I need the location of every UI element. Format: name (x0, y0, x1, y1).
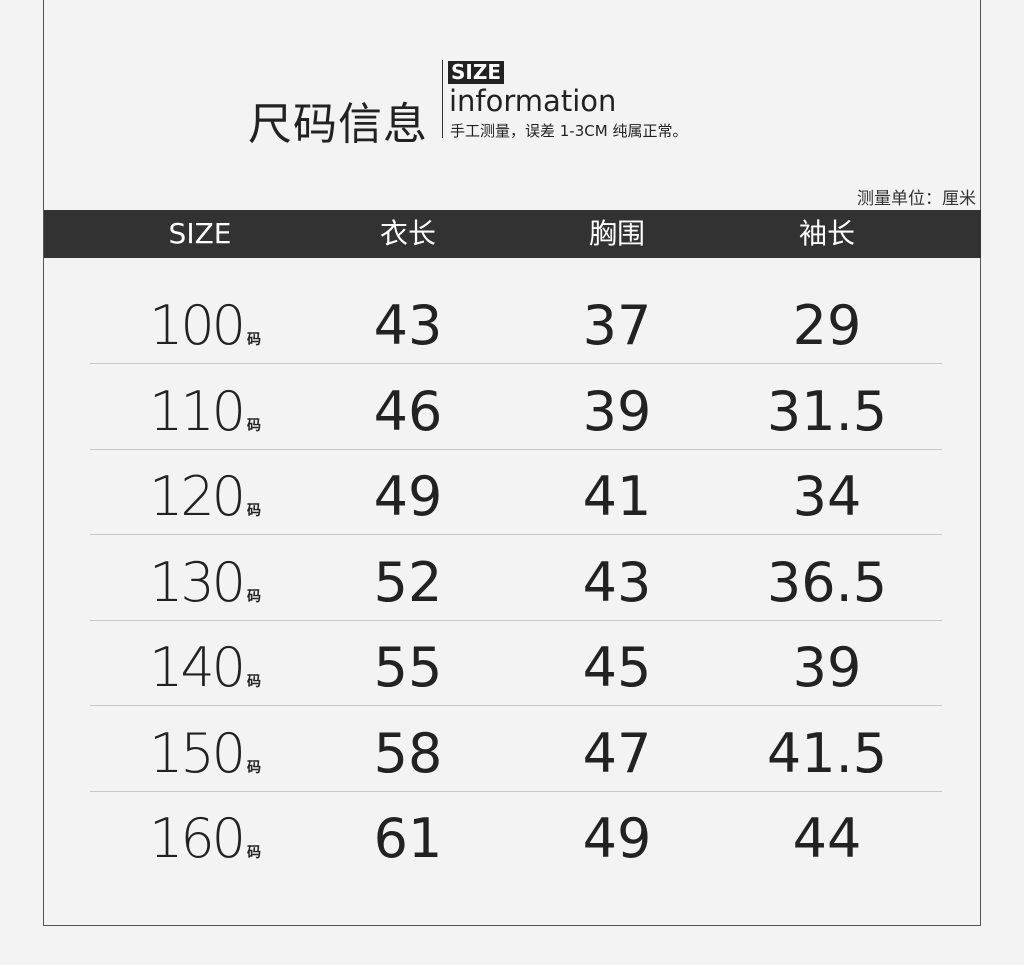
length-cell: 43 (373, 294, 443, 357)
header-size: SIZE (168, 217, 232, 250)
size-value: 120 (148, 465, 246, 528)
size-value: 160 (148, 807, 246, 870)
size-value: 150 (148, 721, 246, 785)
size-cell: 110 码 (149, 369, 261, 469)
length-cell: 52 (373, 550, 443, 614)
frame-right (980, 0, 981, 926)
size-cell: 130 码 (149, 540, 261, 640)
sleeve-cell: 31.5 (766, 379, 888, 443)
unit-label: 测量单位：厘米 (857, 189, 976, 209)
size-cell: 140 码 (149, 625, 261, 725)
size-cell: 160 码 (149, 796, 261, 896)
table-row: 130 码 52 43 36.5 (0, 540, 1024, 626)
table-row: 120 码 49 41 34 (0, 454, 1024, 540)
frame-bottom (43, 925, 981, 926)
row-separator (90, 705, 942, 706)
size-cell: 120 码 (149, 454, 261, 554)
size-suffix: 码 (247, 845, 262, 861)
sleeve-cell: 36.5 (766, 550, 888, 614)
sleeve-cell: 44 (792, 807, 862, 870)
length-cell: 55 (373, 636, 443, 699)
table-row: 110 码 46 39 31.5 (0, 369, 1024, 455)
table-row: 160 码 61 49 44 (0, 796, 1024, 882)
title-divider (442, 60, 443, 138)
size-tag: SIZE (448, 61, 505, 84)
title: 尺码信息 (248, 99, 428, 150)
sleeve-cell: 39 (792, 636, 862, 699)
size-value: 110 (148, 379, 246, 443)
size-suffix: 码 (247, 417, 262, 434)
table-row: 140 码 55 45 39 (0, 625, 1024, 711)
size-cell: 100 码 (149, 283, 261, 383)
header-sleeve: 袖长 (798, 217, 856, 250)
chest-cell: 47 (582, 721, 652, 785)
chest-cell: 43 (582, 550, 652, 614)
length-cell: 61 (373, 807, 443, 870)
chest-cell: 39 (582, 379, 652, 443)
length-cell: 49 (373, 465, 443, 528)
table-row: 100 码 43 37 29 (0, 283, 1024, 369)
chest-cell: 49 (582, 807, 652, 870)
row-separator (90, 619, 942, 621)
measurement-note: 手工测量，误差 1-3CM 纯属正常。 (450, 122, 688, 140)
row-separator (90, 790, 942, 792)
size-value: 100 (148, 294, 246, 357)
header-chest: 胸围 (588, 217, 646, 250)
table-row: 150 码 58 47 41.5 (0, 711, 1024, 797)
size-suffix: 码 (247, 759, 262, 776)
size-cell: 150 码 (149, 711, 261, 811)
size-value: 140 (148, 636, 246, 699)
frame-left (43, 0, 44, 926)
length-cell: 46 (373, 379, 443, 443)
chest-cell: 37 (582, 294, 652, 357)
chest-cell: 45 (582, 636, 652, 699)
size-suffix: 码 (247, 503, 262, 519)
sleeve-cell: 41.5 (766, 721, 888, 785)
row-separator (90, 534, 942, 535)
chest-cell: 41 (582, 465, 652, 528)
sleeve-cell: 29 (792, 294, 862, 357)
size-suffix: 码 (247, 332, 262, 348)
size-suffix: 码 (247, 588, 262, 605)
table-header: SIZE 衣长 胸围 袖长 (44, 210, 981, 258)
row-separator (90, 448, 942, 450)
sleeve-cell: 34 (792, 465, 862, 528)
length-cell: 58 (373, 721, 443, 785)
row-separator (90, 363, 942, 364)
size-suffix: 码 (247, 674, 262, 690)
header-length: 衣长 (379, 217, 437, 250)
info-label: information (449, 84, 617, 118)
size-value: 130 (148, 550, 246, 614)
